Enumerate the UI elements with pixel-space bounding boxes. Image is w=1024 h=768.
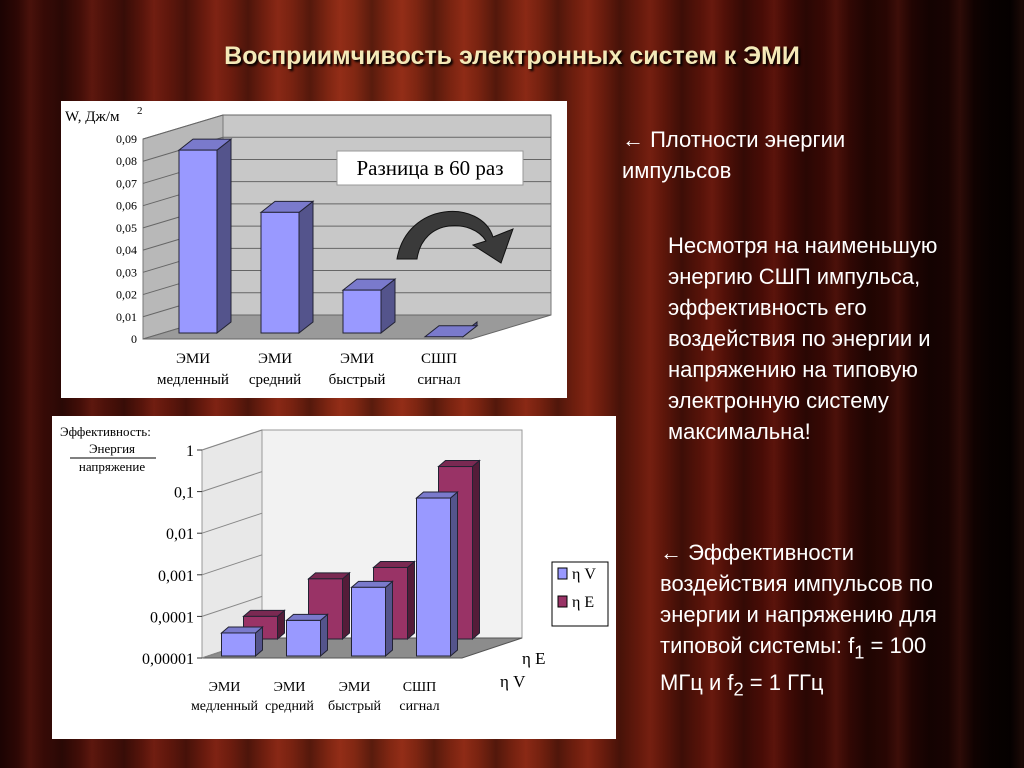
- y-tick-label: 0: [131, 332, 137, 346]
- bar-top: [285, 613, 329, 621]
- bar-eta-v: [416, 497, 451, 657]
- x-tick-label: быстрый: [328, 699, 381, 714]
- y-axis-label: Эффективность:: [60, 424, 151, 439]
- gridline-side: [201, 595, 263, 617]
- bar-top: [415, 491, 459, 499]
- energy-density-chart-panel: 0 0,01 0,02 0,03 0,04 0,05 0,06 0,07 0,08 0,09 W, …: [61, 101, 567, 398]
- depth-axis-label: η V: [500, 672, 526, 691]
- gridline-side: [201, 471, 263, 493]
- x-tick-label: ЭМИ: [339, 680, 371, 695]
- x-tick-label: ЭМИ: [274, 680, 306, 695]
- annotation-box: [336, 150, 524, 186]
- bar-side: [320, 613, 328, 658]
- y-tick-label: 0,08: [116, 154, 137, 168]
- y-tick-label: 0,1: [174, 485, 194, 502]
- efficiency-note-part2: = 100 МГц и f: [660, 633, 927, 696]
- x-tick-label: сигнал: [399, 699, 439, 714]
- bar-side: [472, 459, 480, 641]
- x-tick-label: медленный: [191, 699, 259, 714]
- x-tick-label: быстрый: [329, 372, 386, 388]
- bar-side: [407, 560, 415, 641]
- y-tick-label: 0,0001: [150, 609, 194, 626]
- bar-eta-v: [351, 586, 386, 657]
- efficiency-note-sub2: 2: [733, 678, 744, 700]
- depth-axis-label: η E: [522, 649, 546, 668]
- bar: [342, 289, 382, 334]
- bar-top: [350, 580, 394, 588]
- bar-top: [423, 325, 479, 338]
- bar-side: [342, 571, 350, 641]
- bar: [260, 211, 300, 334]
- y-tick-label: 0,07: [116, 176, 137, 190]
- curved-arrow-icon: [396, 210, 514, 264]
- y-tick-label: 0,05: [116, 221, 137, 235]
- y-axis-label: W, Дж/м: [65, 109, 120, 125]
- legend-label: η V: [572, 566, 596, 583]
- legend-swatch: [557, 567, 568, 580]
- gridline-side: [201, 554, 263, 576]
- bar-top: [220, 626, 264, 634]
- bar-top: [437, 460, 481, 468]
- gridline-side: [201, 429, 263, 451]
- efficiency-chart-panel: 1 0,1 0,01 0,001 0,0001 0,00001 Эффективность:…: [52, 416, 616, 739]
- x-tick-label: ЭМИ: [209, 680, 241, 695]
- y-axis-label-sup: 2: [137, 105, 143, 117]
- gridline-side: [142, 114, 224, 140]
- y-tick-label: 0,00001: [142, 651, 194, 668]
- gridline-side: [201, 512, 263, 534]
- x-tick-label: СШП: [403, 680, 437, 695]
- bar-side: [450, 490, 458, 658]
- bar-side: [298, 200, 314, 335]
- y-tick-label: 0,03: [116, 265, 137, 279]
- y-axis-label-numerator: Энергия: [89, 441, 135, 456]
- x-tick-label: средний: [265, 699, 314, 714]
- bar-side: [385, 580, 393, 658]
- energy-density-chart: 0 0,01 0,02 0,03 0,04 0,05 0,06 0,07 0,08 0,09 W, …: [65, 105, 552, 388]
- y-tick-label: 0,06: [116, 199, 137, 213]
- legend-label: η E: [572, 594, 594, 611]
- efficiency-note-sub1: 1: [854, 641, 865, 663]
- y-axis-label-denominator: напряжение: [79, 459, 145, 474]
- bar-eta-v: [286, 619, 321, 657]
- y-tick-label: 0,01: [166, 526, 194, 543]
- slide-title: Восприимчивость электронных систем к ЭМИ: [224, 42, 800, 70]
- y-tick-label: 0,04: [116, 243, 137, 257]
- legend-swatch: [557, 595, 568, 608]
- x-tick-label: ЭМИ: [176, 351, 210, 367]
- bar-eta-v: [221, 632, 256, 657]
- bar: [178, 149, 218, 334]
- efficiency-note-part3: = 1 ГГц: [743, 670, 824, 696]
- x-tick-label: сигнал: [417, 372, 461, 388]
- energy-density-note: ← Плотности энергии импульсов: [622, 127, 846, 183]
- efficiency-chart: 1 0,1 0,01 0,001 0,0001 0,00001 Эффективность:…: [60, 424, 609, 714]
- x-tick-label: ЭМИ: [258, 351, 292, 367]
- x-tick-label: ЭМИ: [340, 351, 374, 367]
- bar-top: [307, 572, 351, 580]
- efficiency-note: ← Эффективности воздействия импульсов по…: [660, 537, 960, 705]
- bar-top: [242, 609, 286, 617]
- bar-side: [216, 138, 232, 335]
- y-tick-label: 1: [186, 443, 194, 460]
- y-tick-label: 0,01: [116, 310, 137, 324]
- main-conclusion-note: Несмотря на наименьшую энергию СШП импул…: [668, 233, 938, 444]
- y-tick-label: 0,02: [116, 288, 137, 302]
- x-tick-label: средний: [249, 372, 301, 388]
- y-tick-label: 0,001: [158, 568, 194, 585]
- x-tick-label: СШП: [421, 351, 457, 367]
- bar-top: [372, 560, 416, 568]
- annotation-label: Разница в 60 раз: [356, 156, 503, 180]
- y-tick-label: 0,09: [116, 132, 137, 146]
- x-tick-label: медленный: [157, 372, 229, 388]
- efficiency-note-part1: ← Эффективности воздействия импульсов по…: [660, 540, 937, 658]
